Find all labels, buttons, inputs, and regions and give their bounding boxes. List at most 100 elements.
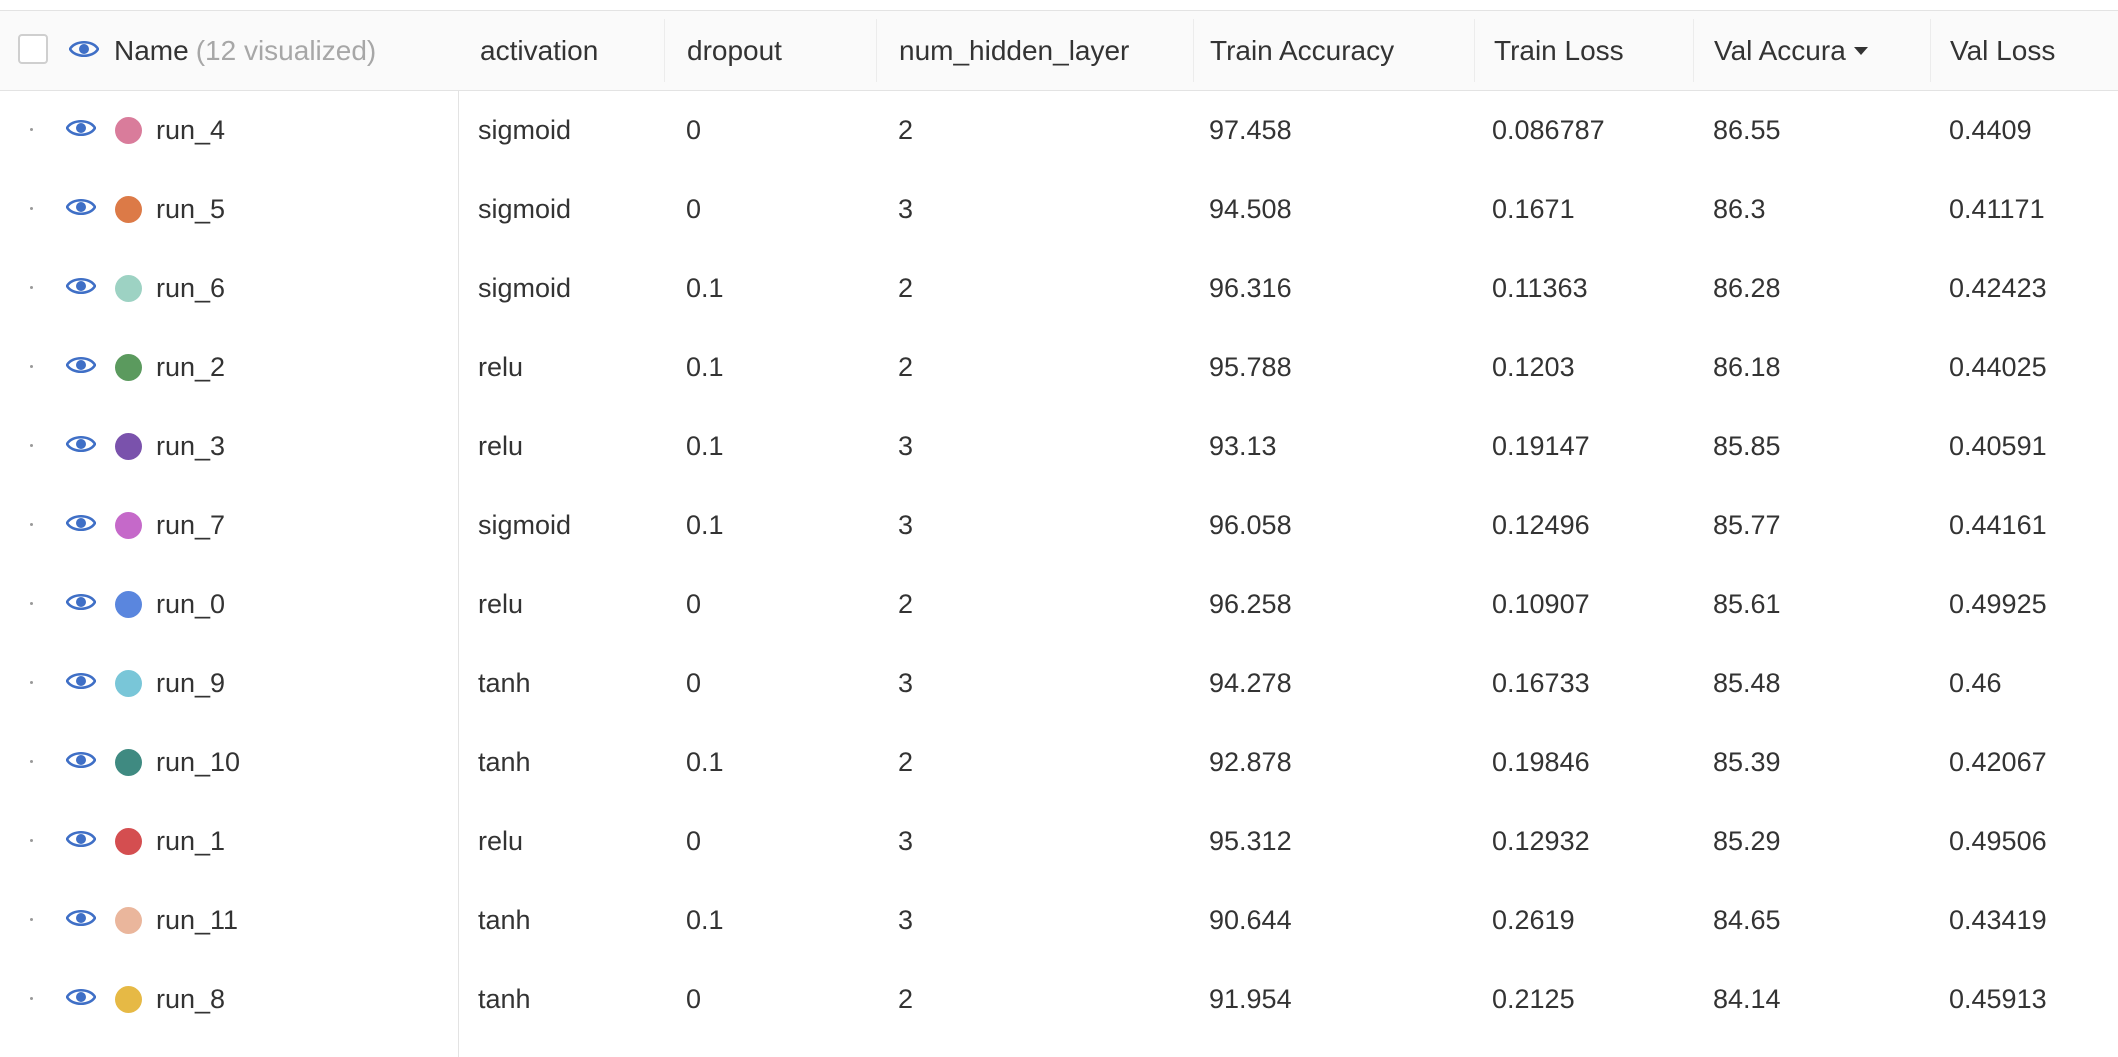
column-header-dropout[interactable]: dropout bbox=[687, 34, 782, 66]
row-drag-handle[interactable] bbox=[30, 523, 33, 526]
table-row[interactable]: run_7 sigmoid 0.1 3 96.058 0.12496 85.77 0.4416… bbox=[0, 486, 2118, 565]
run-name[interactable]: run_5 bbox=[156, 194, 226, 224]
column-header-val-loss[interactable]: Val Loss bbox=[1950, 34, 2056, 66]
row-drag-handle[interactable] bbox=[30, 839, 33, 842]
eye-icon[interactable] bbox=[66, 828, 96, 850]
run-name[interactable]: run_0 bbox=[156, 589, 226, 619]
cell-val-loss: 0.44161 bbox=[1949, 510, 2047, 540]
table-row[interactable]: run_11 tanh 0.1 3 90.644 0.2619 84.65 0.43419 bbox=[0, 881, 2118, 960]
table-row[interactable]: run_2 relu 0.1 2 95.788 0.1203 86.18 0.44025 bbox=[0, 328, 2118, 407]
run-color-swatch[interactable] bbox=[115, 670, 142, 697]
row-drag-handle[interactable] bbox=[30, 997, 33, 1000]
run-name[interactable]: run_3 bbox=[156, 431, 226, 461]
row-drag-handle[interactable] bbox=[30, 128, 33, 131]
eye-icon[interactable] bbox=[66, 986, 96, 1008]
table-row[interactable]: run_1 relu 0 3 95.312 0.12932 85.29 0.49506 bbox=[0, 802, 2118, 881]
cell-val-accuracy: 85.48 bbox=[1713, 668, 1781, 698]
eye-icon[interactable] bbox=[66, 907, 96, 929]
cell-num-hidden-layer: 3 bbox=[898, 826, 914, 856]
row-drag-handle[interactable] bbox=[30, 760, 33, 763]
cell-dropout: 0.1 bbox=[686, 273, 724, 303]
run-name[interactable]: run_10 bbox=[156, 747, 241, 777]
column-header-activation[interactable]: activation bbox=[480, 34, 599, 66]
cell-num-hidden-layer: 2 bbox=[898, 589, 914, 619]
eye-icon[interactable] bbox=[66, 196, 96, 218]
cell-val-accuracy: 86.18 bbox=[1713, 352, 1781, 382]
eye-icon[interactable] bbox=[66, 670, 96, 692]
row-drag-handle[interactable] bbox=[30, 681, 33, 684]
cell-val-accuracy: 85.61 bbox=[1713, 589, 1781, 619]
cell-num-hidden-layer: 3 bbox=[898, 431, 914, 461]
cell-train-accuracy: 96.258 bbox=[1209, 589, 1292, 619]
cell-train-loss: 0.19147 bbox=[1492, 431, 1590, 461]
eye-icon[interactable] bbox=[66, 275, 96, 297]
table-row[interactable]: run_0 relu 0 2 96.258 0.10907 85.61 0.49925 bbox=[0, 565, 2118, 644]
eye-icon[interactable] bbox=[66, 354, 96, 376]
cell-dropout: 0 bbox=[686, 194, 702, 224]
run-name[interactable]: run_11 bbox=[156, 905, 239, 935]
cell-dropout: 0 bbox=[686, 984, 702, 1014]
cell-val-accuracy: 86.28 bbox=[1713, 273, 1781, 303]
run-color-swatch[interactable] bbox=[115, 591, 142, 618]
run-name[interactable]: run_6 bbox=[156, 273, 226, 303]
run-color-swatch[interactable] bbox=[115, 512, 142, 539]
run-color-swatch[interactable] bbox=[115, 117, 142, 144]
cell-train-accuracy: 97.458 bbox=[1209, 115, 1292, 145]
eye-icon[interactable] bbox=[66, 117, 96, 139]
table-row[interactable]: run_10 tanh 0.1 2 92.878 0.19846 85.39 0.42067 bbox=[0, 723, 2118, 802]
run-color-swatch[interactable] bbox=[115, 828, 142, 855]
run-name[interactable]: run_7 bbox=[156, 510, 226, 540]
row-drag-handle[interactable] bbox=[30, 286, 33, 289]
cell-train-loss: 0.12496 bbox=[1492, 510, 1590, 540]
select-all-checkbox[interactable] bbox=[18, 34, 48, 64]
eye-icon[interactable] bbox=[66, 591, 96, 613]
cell-dropout: 0.1 bbox=[686, 905, 724, 935]
table-row[interactable]: run_6 sigmoid 0.1 2 96.316 0.11363 86.28 0.4242… bbox=[0, 249, 2118, 328]
eye-icon[interactable] bbox=[69, 38, 99, 60]
table-row[interactable]: run_3 relu 0.1 3 93.13 0.19147 85.85 0.40591 bbox=[0, 407, 2118, 486]
run-color-swatch[interactable] bbox=[115, 749, 142, 776]
row-drag-handle[interactable] bbox=[30, 365, 33, 368]
name-column-pane bbox=[0, 11, 459, 1057]
run-color-swatch[interactable] bbox=[115, 907, 142, 934]
cell-val-accuracy: 84.14 bbox=[1713, 984, 1781, 1014]
run-name[interactable]: run_4 bbox=[156, 115, 226, 145]
table-row[interactable]: run_4 sigmoid 0 2 97.458 0.086787 86.55 0.4409 bbox=[0, 91, 2118, 170]
cell-activation: relu bbox=[478, 431, 524, 461]
caret-down-icon[interactable] bbox=[1853, 46, 1868, 55]
row-drag-handle[interactable] bbox=[30, 602, 33, 605]
eye-icon[interactable] bbox=[66, 749, 96, 771]
run-color-swatch[interactable] bbox=[115, 354, 142, 381]
cell-dropout: 0.1 bbox=[686, 352, 724, 382]
val-accuracy-label: Val Accura bbox=[1714, 34, 1846, 66]
eye-icon[interactable] bbox=[66, 433, 96, 455]
table-row[interactable]: run_9 tanh 0 3 94.278 0.16733 85.48 0.46 bbox=[0, 644, 2118, 723]
eye-icon[interactable] bbox=[66, 512, 96, 534]
table-row[interactable]: run_8 tanh 0 2 91.954 0.2125 84.14 0.45913 bbox=[0, 960, 2118, 1039]
cell-num-hidden-layer: 3 bbox=[898, 510, 914, 540]
run-name[interactable]: run_1 bbox=[156, 826, 226, 856]
table-row[interactable]: run_5 sigmoid 0 3 94.508 0.1671 86.3 0.41171 bbox=[0, 170, 2118, 249]
row-drag-handle[interactable] bbox=[30, 207, 33, 210]
cell-train-accuracy: 95.788 bbox=[1209, 352, 1292, 382]
cell-num-hidden-layer: 3 bbox=[898, 194, 914, 224]
column-header-num-hidden-layer[interactable]: num_hidden_layer bbox=[899, 34, 1130, 66]
column-header-train-accuracy[interactable]: Train Accuracy bbox=[1210, 34, 1395, 66]
run-color-swatch[interactable] bbox=[115, 275, 142, 302]
cell-activation: relu bbox=[478, 826, 524, 856]
run-name[interactable]: run_8 bbox=[156, 984, 226, 1014]
column-header-train-loss[interactable]: Train Loss bbox=[1494, 34, 1624, 66]
cell-train-accuracy: 90.644 bbox=[1209, 905, 1292, 935]
run-name[interactable]: run_9 bbox=[156, 668, 226, 698]
run-name[interactable]: run_2 bbox=[156, 352, 226, 382]
run-color-swatch[interactable] bbox=[115, 433, 142, 460]
row-drag-handle[interactable] bbox=[30, 444, 33, 447]
cell-val-accuracy: 85.85 bbox=[1713, 431, 1781, 461]
cell-train-loss: 0.1671 bbox=[1492, 194, 1575, 224]
row-drag-handle[interactable] bbox=[30, 918, 33, 921]
column-header-val-accuracy[interactable]: Val Accura bbox=[1714, 11, 1868, 90]
run-color-swatch[interactable] bbox=[115, 196, 142, 223]
name-column-header[interactable]: Name (12 visualized) bbox=[114, 11, 376, 90]
cell-num-hidden-layer: 2 bbox=[898, 352, 914, 382]
run-color-swatch[interactable] bbox=[115, 986, 142, 1013]
